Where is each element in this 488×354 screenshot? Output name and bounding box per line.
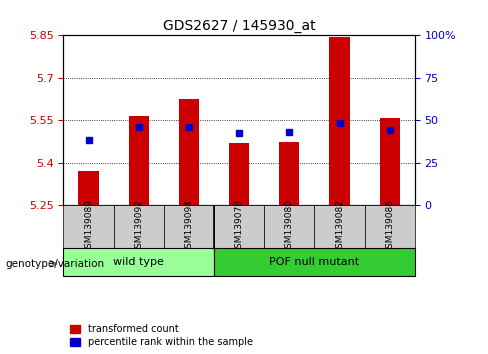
- FancyBboxPatch shape: [214, 205, 264, 248]
- Text: wild type: wild type: [113, 257, 164, 267]
- Text: GSM139082: GSM139082: [335, 199, 344, 254]
- FancyBboxPatch shape: [264, 205, 314, 248]
- Text: GSM139086: GSM139086: [385, 199, 394, 254]
- Text: GSM139094: GSM139094: [184, 199, 193, 254]
- Bar: [229, 143, 249, 205]
- Bar: [279, 142, 299, 205]
- Bar: [179, 99, 199, 205]
- FancyBboxPatch shape: [63, 205, 114, 248]
- Text: GSM139080: GSM139080: [285, 199, 294, 254]
- Text: POF null mutant: POF null mutant: [269, 257, 360, 267]
- FancyBboxPatch shape: [114, 205, 164, 248]
- Text: genotype/variation: genotype/variation: [5, 259, 104, 269]
- FancyBboxPatch shape: [164, 205, 214, 248]
- Legend: transformed count, percentile rank within the sample: transformed count, percentile rank withi…: [68, 322, 255, 349]
- Bar: [79, 171, 99, 205]
- Bar: [380, 118, 400, 205]
- FancyBboxPatch shape: [314, 205, 365, 248]
- FancyBboxPatch shape: [214, 248, 415, 276]
- Title: GDS2627 / 145930_at: GDS2627 / 145930_at: [163, 19, 315, 33]
- FancyBboxPatch shape: [365, 205, 415, 248]
- Bar: [129, 116, 149, 205]
- Bar: [329, 37, 349, 205]
- FancyBboxPatch shape: [63, 248, 214, 276]
- Text: GSM139089: GSM139089: [84, 199, 93, 254]
- Text: GSM139092: GSM139092: [134, 199, 143, 254]
- Text: GSM139078: GSM139078: [235, 199, 244, 254]
